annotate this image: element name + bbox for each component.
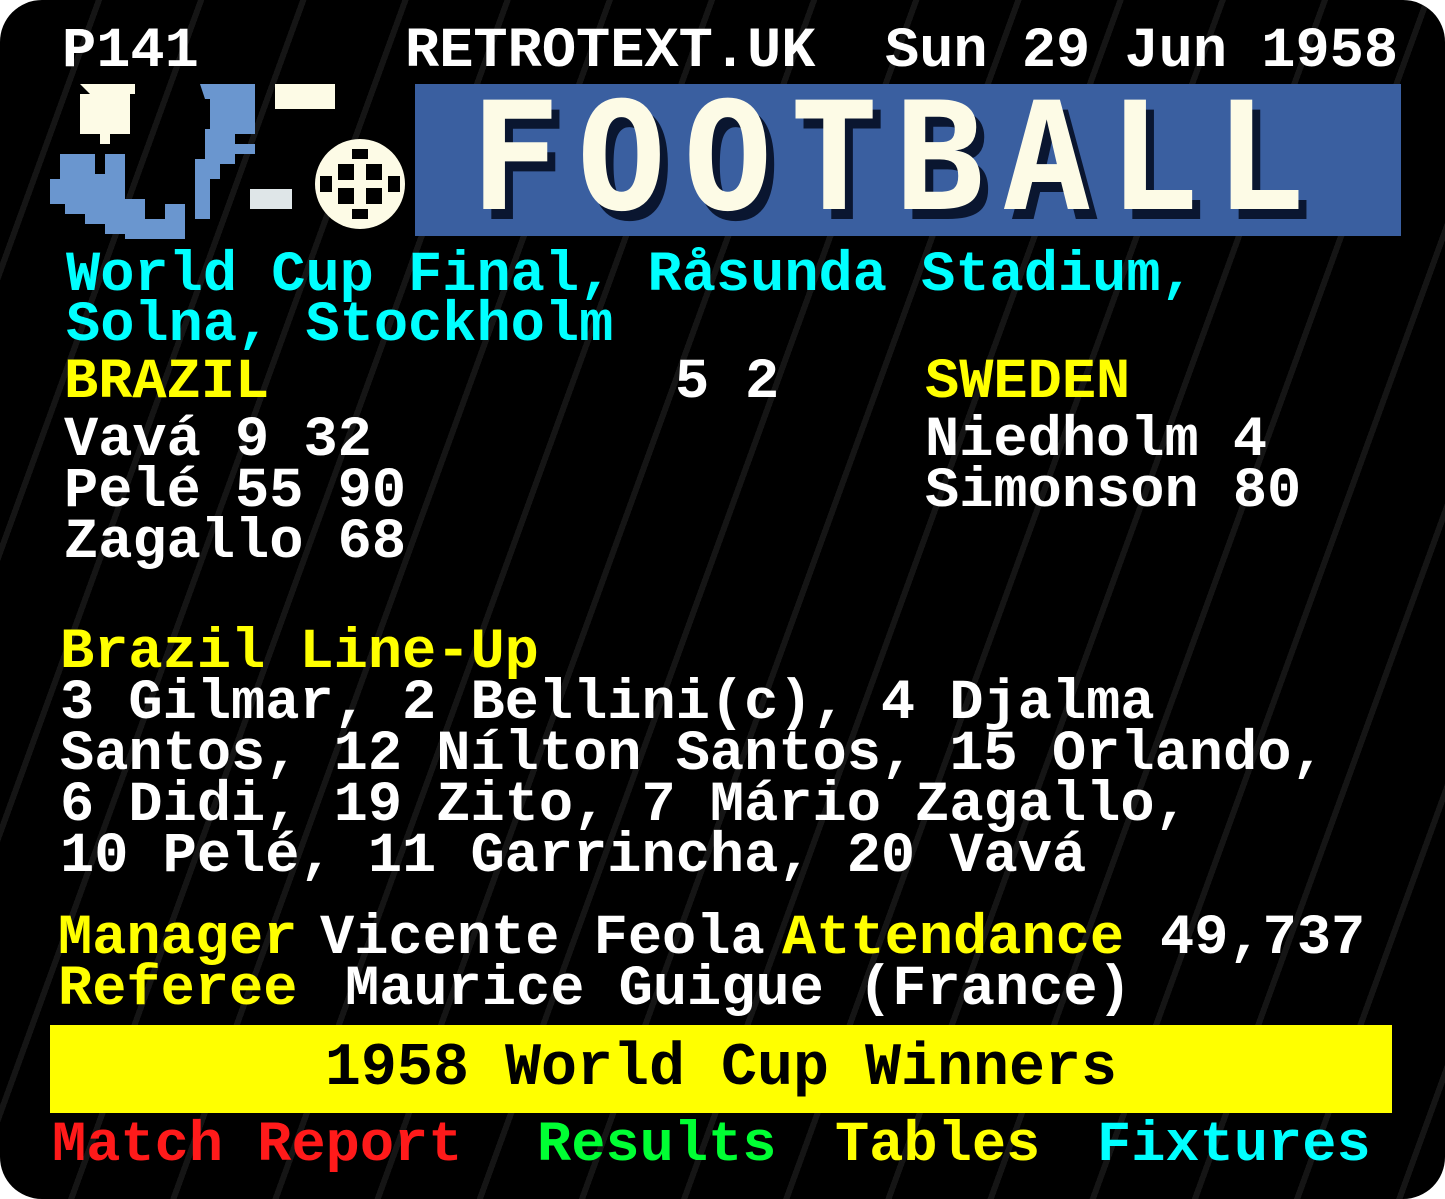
page-number: P141 (62, 20, 199, 84)
away-team: SWEDEN (925, 351, 1131, 415)
venue-line-1: World Cup Final, Råsunda Stadium, (66, 244, 1195, 308)
fixtures-link[interactable]: Fixtures (1097, 1114, 1371, 1178)
home-team: BRAZIL (64, 351, 270, 415)
banner (415, 84, 1401, 236)
highlight-bar: 1958 World Cup Winners (50, 1025, 1392, 1113)
away-score: 2 (745, 351, 780, 415)
home-scorer: Vavá 9 32 (64, 409, 372, 473)
player-graphic-icon (50, 84, 405, 239)
home-score: 5 (675, 351, 710, 415)
football-icon (315, 139, 405, 229)
lineup-line: 10 Pelé, 11 Garrincha, 20 Vavá (60, 825, 1087, 889)
venue-line-2: Solna, Stockholm (66, 294, 614, 358)
site-name: RETROTEXT.UK (405, 20, 816, 84)
tables-link[interactable]: Tables (835, 1114, 1041, 1178)
home-scorer: Zagallo 68 (64, 511, 407, 575)
referee-value: Maurice Guigue (France) (345, 958, 1132, 1022)
highlight-text: 1958 World Cup Winners (324, 1035, 1118, 1103)
banner-title: FOOTBALL (470, 71, 1321, 245)
away-scorer: Niedholm 4 (925, 409, 1268, 473)
referee-label: Referee (58, 958, 298, 1022)
attendance-value: 49,737 (1160, 907, 1366, 971)
attendance-label: Attendance (782, 907, 1125, 971)
manager-value: Vicente Feola (320, 907, 765, 971)
lineup-heading: Brazil Line-Up (60, 621, 539, 685)
away-scorer: Simonson 80 (925, 460, 1302, 524)
manager-label: Manager (58, 907, 298, 971)
results-link[interactable]: Results (537, 1114, 777, 1178)
date: Sun 29 Jun 1958 (885, 20, 1399, 84)
match-report-link[interactable]: Match Report (52, 1114, 463, 1178)
lineup-line: 6 Didi, 19 Zito, 7 Mário Zagallo, (60, 774, 1189, 838)
home-scorer: Pelé 55 90 (64, 460, 407, 524)
lineup-line: Santos, 12 Nílton Santos, 15 Orlando, (60, 723, 1326, 787)
lineup-line: 3 Gilmar, 2 Bellini(c), 4 Djalma (60, 672, 1155, 736)
